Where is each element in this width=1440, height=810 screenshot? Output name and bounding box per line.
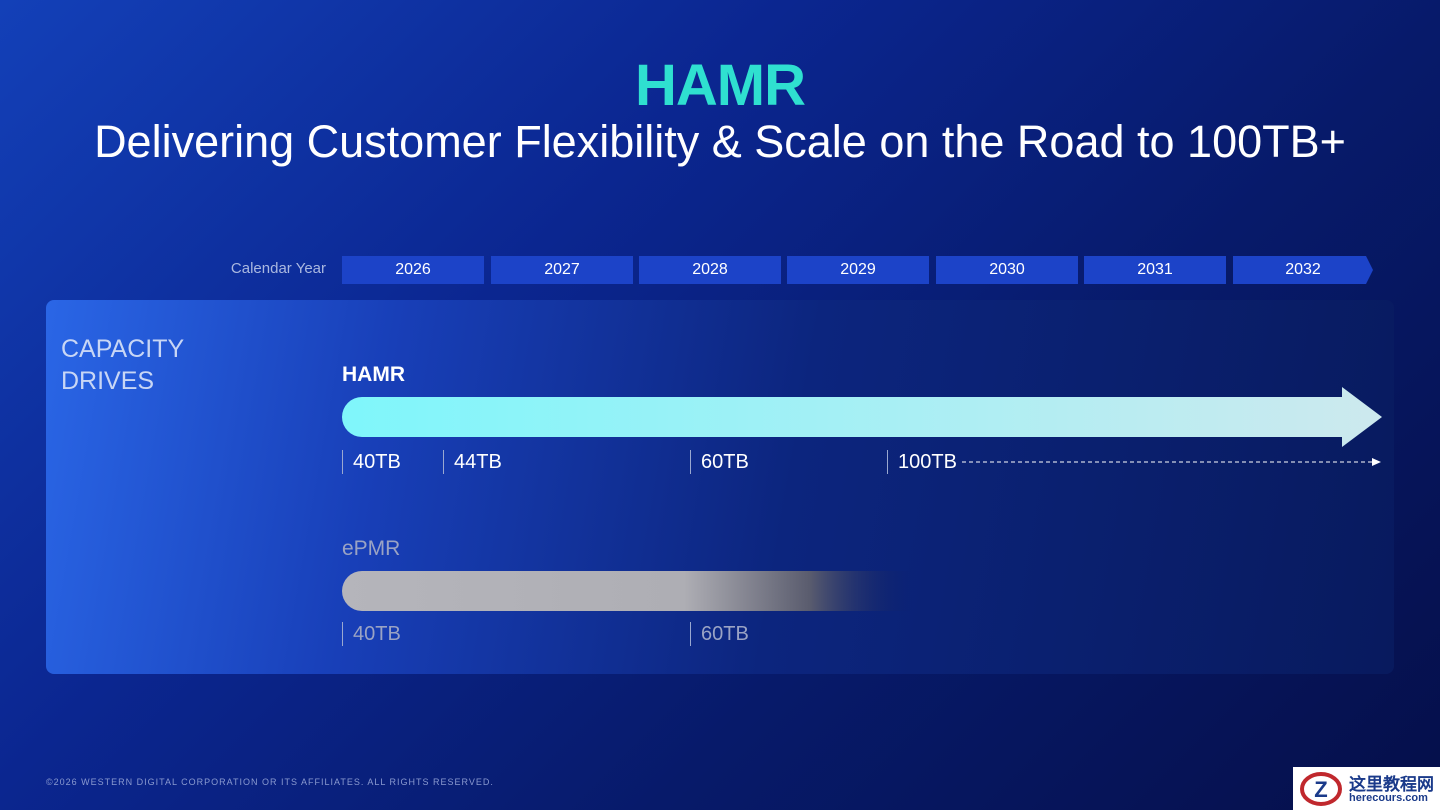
watermark: Z 这里教程网 herecours.com [1293, 767, 1440, 810]
milestone: 100TB [887, 450, 957, 474]
title: HAMR [635, 53, 806, 118]
year: 2031 [1084, 256, 1226, 284]
panel [46, 300, 1394, 674]
year: 2030 [936, 256, 1078, 284]
milestone: 40TB [342, 622, 401, 646]
track-name: ePMR [342, 537, 401, 560]
milestone: 60TB [690, 622, 749, 646]
milestone: 40TB [342, 450, 401, 474]
milestone: 44TB [443, 450, 502, 474]
svg-text:Z: Z [1314, 777, 1327, 802]
epmr-bar [342, 571, 912, 611]
year: 2026 [342, 256, 484, 284]
year: 2029 [787, 256, 929, 284]
year: 2027 [491, 256, 633, 284]
timeline-label: Calendar Year [230, 260, 326, 277]
watermark-title: 这里教程网 [1349, 775, 1434, 794]
milestone: 60TB [690, 450, 749, 474]
subtitle: Delivering Customer Flexibility & Scale … [94, 116, 1346, 167]
hamr-arrow [342, 387, 1382, 447]
track-name: HAMR [342, 363, 405, 386]
panel-label: DRIVES [61, 367, 155, 395]
watermark-url: herecours.com [1349, 792, 1428, 804]
dashed-arrowhead [1372, 458, 1381, 466]
watermark-logo: Z [1300, 772, 1342, 806]
year: 2028 [639, 256, 781, 284]
year: 2032 [1233, 256, 1373, 284]
copyright: ©2026 WESTERN DIGITAL CORPORATION OR ITS… [46, 777, 494, 787]
panel-label: CAPACITY [61, 335, 185, 363]
